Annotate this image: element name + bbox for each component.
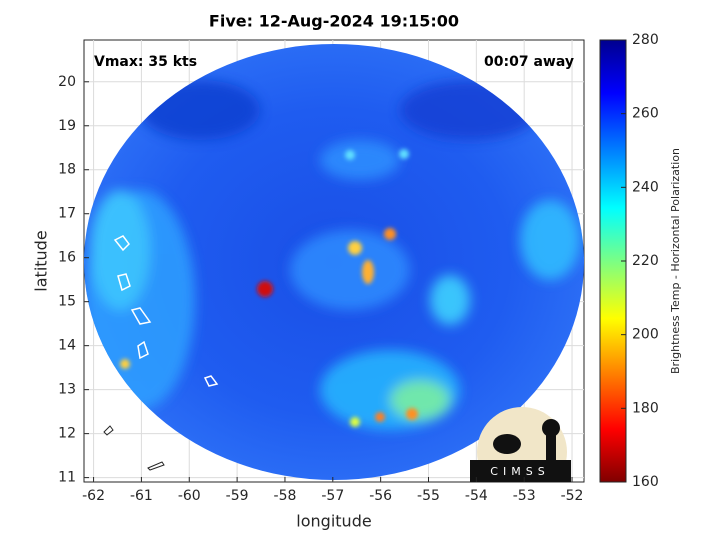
colorbar-tick-label: 240	[632, 179, 659, 195]
colorbar-tick-label: 180	[632, 400, 659, 416]
x-tick-label: -57	[321, 488, 344, 504]
x-tick-label: -55	[417, 488, 440, 504]
x-tick-label: -62	[82, 488, 105, 504]
y-tick-label: 11	[58, 470, 76, 486]
x-tick-label: -53	[513, 488, 536, 504]
x-tick-label: -52	[561, 488, 584, 504]
x-tick-label: -54	[465, 488, 488, 504]
logo-text: CIMSS	[490, 465, 549, 478]
x-axis-label: longitude	[296, 512, 371, 531]
y-tick-label: 19	[58, 118, 76, 134]
colorbar-tick-label: 160	[632, 474, 659, 490]
x-tick-label: -61	[130, 488, 153, 504]
y-tick-label: 20	[58, 74, 76, 90]
x-tick-label: -56	[369, 488, 392, 504]
annotation: Vmax: 35 kts	[94, 54, 197, 70]
chart-title: Five: 12-Aug-2024 19:15:00	[209, 12, 459, 31]
x-tick-label: -60	[178, 488, 201, 504]
x-tick-label: -59	[226, 488, 249, 504]
y-tick-label: 17	[58, 206, 76, 222]
colorbar-tick-label: 220	[632, 253, 659, 269]
y-axis-label: latitude	[32, 230, 51, 291]
y-tick-label: 13	[58, 382, 76, 398]
colorbar-label: Brightness Temp - Horizontal Polarizatio…	[669, 148, 682, 374]
x-tick-label: -58	[274, 488, 297, 504]
colorbar-tick-label: 200	[632, 327, 659, 343]
y-tick-label: 14	[58, 338, 76, 354]
y-tick-label: 18	[58, 162, 76, 178]
logo: CIMSS	[470, 407, 571, 482]
annotation: 00:07 away	[484, 54, 574, 70]
colorbar-tick-label: 280	[632, 32, 659, 48]
y-tick-label: 12	[58, 426, 76, 442]
y-tick-label: 15	[58, 294, 76, 310]
colorbar-tick-label: 260	[632, 106, 659, 122]
y-tick-label: 16	[58, 250, 76, 266]
